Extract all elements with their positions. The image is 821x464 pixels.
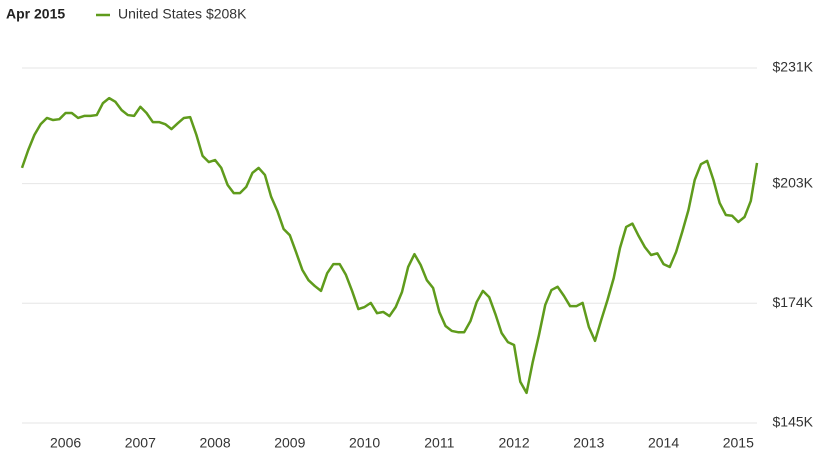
x-tick-label: 2009 <box>274 435 305 451</box>
x-tick-label: 2015 <box>723 435 754 451</box>
x-tick-label: 2011 <box>424 435 454 451</box>
data-line <box>20 96 759 395</box>
x-tick-label: 2007 <box>125 435 156 451</box>
x-tick-label: 2013 <box>573 435 604 451</box>
legend-label: United States $208K <box>118 6 247 22</box>
x-tick-label: 2006 <box>50 435 81 451</box>
y-tick-label: $145K <box>773 414 814 430</box>
y-tick-label: $174K <box>773 294 814 310</box>
y-tick-label: $203K <box>773 174 814 190</box>
x-tick-label: 2014 <box>648 435 679 451</box>
y-tick-label: $231K <box>773 59 814 75</box>
x-tick-label: 2010 <box>349 435 380 451</box>
x-tick-label: 2012 <box>498 435 529 451</box>
chart-title: Apr 2015 <box>6 6 65 22</box>
x-tick-label: 2008 <box>199 435 230 451</box>
